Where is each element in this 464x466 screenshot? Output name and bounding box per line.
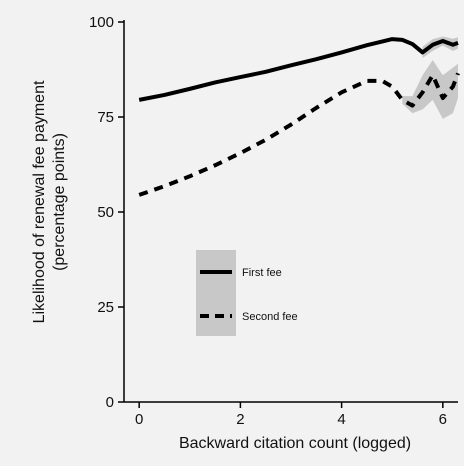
series-line-first-fee xyxy=(138,37,459,102)
y-axis-label: (percentage points) xyxy=(51,133,68,271)
legend-ci-swatch xyxy=(196,250,236,336)
y-tick-label: 75 xyxy=(97,109,114,126)
y-tick-label: 50 xyxy=(97,204,114,221)
x-axis-label: Backward citation count (logged) xyxy=(179,435,411,452)
x-tick-label: 0 xyxy=(135,411,143,428)
series-line-second-fee xyxy=(138,72,460,197)
x-tick-label: 2 xyxy=(236,411,244,428)
y-axis-label: Likelihood of renewal fee payment xyxy=(31,80,48,323)
legend-label: Second fee xyxy=(242,311,298,323)
y-tick-label: 100 xyxy=(89,14,114,31)
y-tick-label: 0 xyxy=(106,394,114,411)
x-tick-label: 6 xyxy=(439,411,447,428)
ci-band-second-fee xyxy=(402,60,458,119)
x-tick-label: 4 xyxy=(337,411,345,428)
y-tick-label: 25 xyxy=(97,299,114,316)
legend-label: First fee xyxy=(242,267,282,279)
